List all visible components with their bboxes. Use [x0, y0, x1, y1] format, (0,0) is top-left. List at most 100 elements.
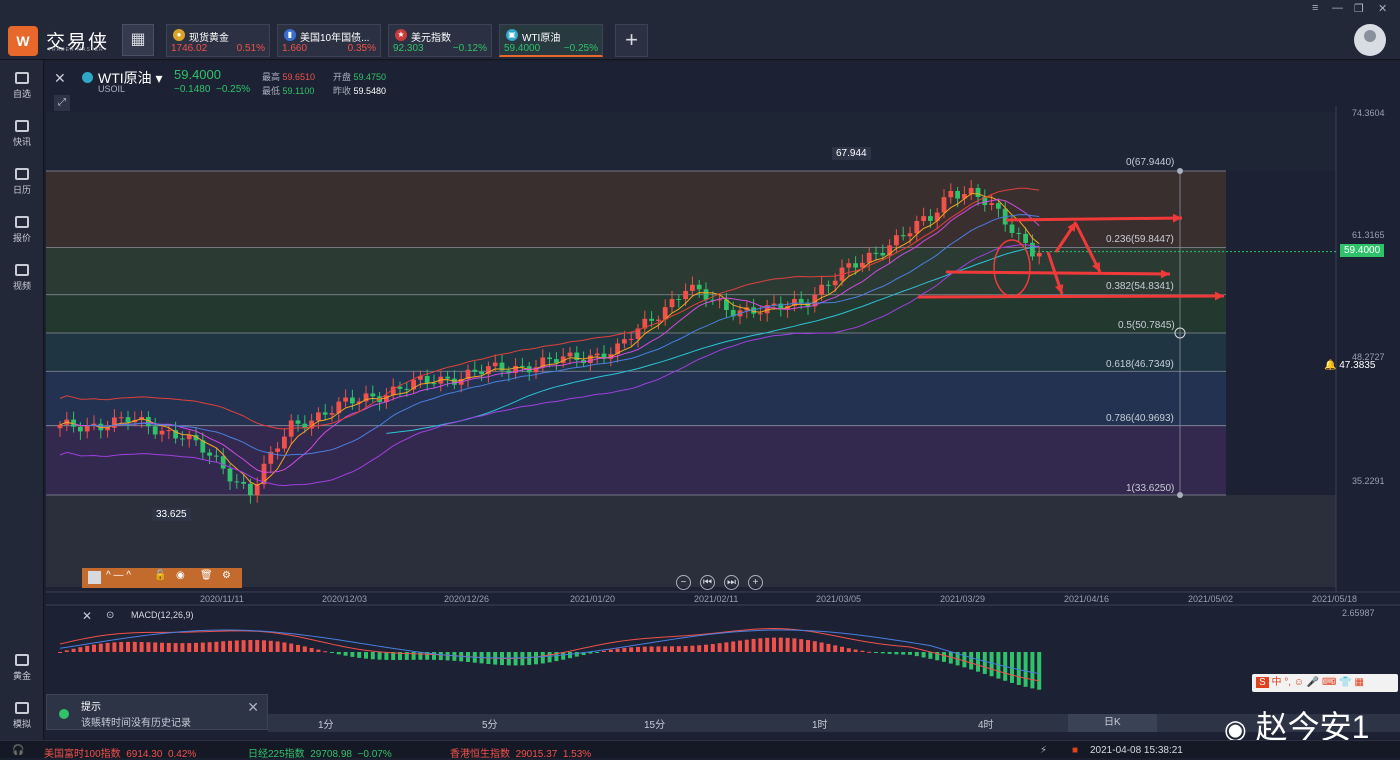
period-4h[interactable]: 4时 [978, 720, 994, 731]
tab-wti[interactable]: ▣ WTI原油 59.4000 −0.25% [499, 24, 603, 57]
color-swatch[interactable] [88, 571, 101, 584]
macd-bar [989, 652, 994, 677]
candle-body [445, 376, 450, 379]
macd-bar [554, 652, 559, 662]
price-axis-label: 74.3604 [1352, 108, 1385, 118]
period-1h[interactable]: 1时 [812, 720, 828, 731]
candle-body [900, 235, 906, 237]
macd-bar [629, 647, 634, 652]
tab-gold[interactable]: ● 现货黄金 1746.02 0.51% [166, 24, 270, 57]
macd-bar [207, 642, 212, 652]
signal-icon[interactable]: ⚡ [1040, 745, 1048, 756]
candle-body [227, 468, 233, 482]
candle-body [499, 362, 505, 371]
candle-body [717, 299, 722, 301]
close-window-icon[interactable]: ✕ [1378, 3, 1388, 15]
tab-us10y[interactable]: ▮ 美国10年国债... 1.660 0.35% [277, 24, 381, 57]
high-marker-label: 67.944 [832, 147, 871, 160]
period-1m[interactable]: 1分 [318, 720, 334, 731]
menu-icon[interactable]: ≡ [1312, 2, 1319, 14]
macd-bar [64, 650, 69, 652]
sidebar-item-simulate[interactable]: 模拟 [0, 702, 44, 730]
candle-body [724, 299, 729, 310]
skip-back-icon[interactable]: ⏮ [700, 575, 715, 590]
sidebar-item-gold[interactable]: 黄金 [0, 654, 44, 682]
candle-body [860, 262, 865, 268]
candle-body [329, 413, 335, 415]
macd-bar [105, 642, 110, 652]
symbol-name[interactable]: WTI原油 ▾ [98, 70, 163, 86]
period-15m[interactable]: 15分 [644, 720, 666, 731]
ma10-line [73, 198, 1040, 473]
candle-body [295, 420, 301, 424]
close-tooltip-icon[interactable]: ✕ [247, 699, 259, 715]
sidebar-item-calendar[interactable]: 日历 [0, 168, 44, 196]
macd-bar [370, 652, 375, 660]
candle-body [1009, 224, 1015, 233]
macd-bar [268, 640, 273, 652]
macd-settings-icon[interactable]: ⊙ [106, 610, 115, 621]
candle-body [343, 397, 348, 402]
candle-body [152, 426, 158, 435]
settings-icon[interactable]: ⚙ [222, 570, 231, 581]
macd-bar [765, 637, 770, 652]
sidebar-item-video[interactable]: 视频 [0, 264, 44, 292]
zoom-out-icon[interactable]: − [676, 575, 691, 590]
candle-body [404, 388, 410, 390]
macd-bar [744, 639, 749, 652]
user-avatar[interactable] [1354, 24, 1386, 56]
macd-bar [187, 643, 192, 652]
restore-icon[interactable]: ❐ [1354, 3, 1364, 15]
macd-bar [676, 646, 681, 652]
minimize-icon[interactable]: — [1332, 2, 1343, 14]
prev-close-value: 昨收 59.5480 [333, 86, 387, 96]
annotation-arrowhead [1160, 269, 1170, 279]
sidebar-item-news[interactable]: 快讯 [0, 120, 44, 148]
ticker-nikkei[interactable]: 日经225指数 29708.98 −0.07% [248, 749, 392, 760]
macd-bar [336, 652, 341, 655]
alert-price-badge[interactable]: 🔔 47.3835 [1324, 360, 1376, 371]
candle-body [594, 353, 600, 356]
tab-dxy[interactable]: ★ 美元指数 92.303 −0.12% [388, 24, 492, 57]
macd-bar [200, 642, 205, 652]
macd-bar [622, 647, 627, 652]
skip-forward-icon[interactable]: ⏭ [724, 575, 739, 590]
macd-bar [398, 652, 402, 660]
close-chart-icon[interactable]: ✕ [54, 70, 66, 86]
candle-body [159, 430, 165, 435]
headset-icon[interactable]: 🎧 [12, 745, 25, 756]
line-style-icon[interactable]: ^ — ^ [106, 570, 131, 581]
candle-body [941, 197, 947, 213]
add-tab-button[interactable]: + [615, 24, 648, 57]
layout-grid-button[interactable]: ▦ [122, 24, 154, 56]
macd-bar [778, 637, 783, 652]
ticker-hsi[interactable]: 香港恒生指数 29015.37 1.53% [450, 749, 592, 760]
period-daily[interactable]: 日K [1068, 714, 1157, 732]
sidebar-item-quotes[interactable]: 报价 [0, 216, 44, 244]
macd-bar [969, 652, 974, 670]
chart-area[interactable]: ✕ ⤢ WTI原油 ▾ USOIL 59.4000 −0.1480 −0.25%… [46, 62, 1400, 738]
expand-icon[interactable]: ⤢ [54, 95, 70, 111]
candle-body [186, 435, 192, 440]
current-price-badge: 59.4000 [1340, 244, 1385, 257]
candle-body [710, 299, 716, 301]
price-chart-canvas[interactable] [46, 62, 1400, 738]
gold-icon [15, 654, 29, 666]
trash-icon[interactable]: 🗑 [200, 570, 213, 581]
close-macd-icon[interactable]: ✕ [82, 609, 93, 623]
period-5m[interactable]: 5分 [482, 720, 498, 731]
ticker-ftse[interactable]: 美国富时100指数 6914.30 0.42% [44, 749, 197, 760]
macd-bar [146, 642, 151, 652]
zoom-in-icon[interactable]: + [748, 575, 763, 590]
candle-body [798, 298, 804, 303]
candle-body [832, 280, 838, 286]
lock-icon[interactable]: 🔓 [154, 570, 167, 581]
sidebar-item-watchlist[interactable]: 自选 [0, 72, 44, 100]
symbol-price: 59.4000 [174, 67, 221, 82]
macd-bar [792, 638, 797, 652]
eye-icon[interactable]: ◉ [176, 570, 185, 581]
macd-bar [255, 640, 260, 652]
candle-body [173, 430, 178, 439]
macd-bar [364, 652, 368, 659]
candle-body [928, 216, 933, 221]
